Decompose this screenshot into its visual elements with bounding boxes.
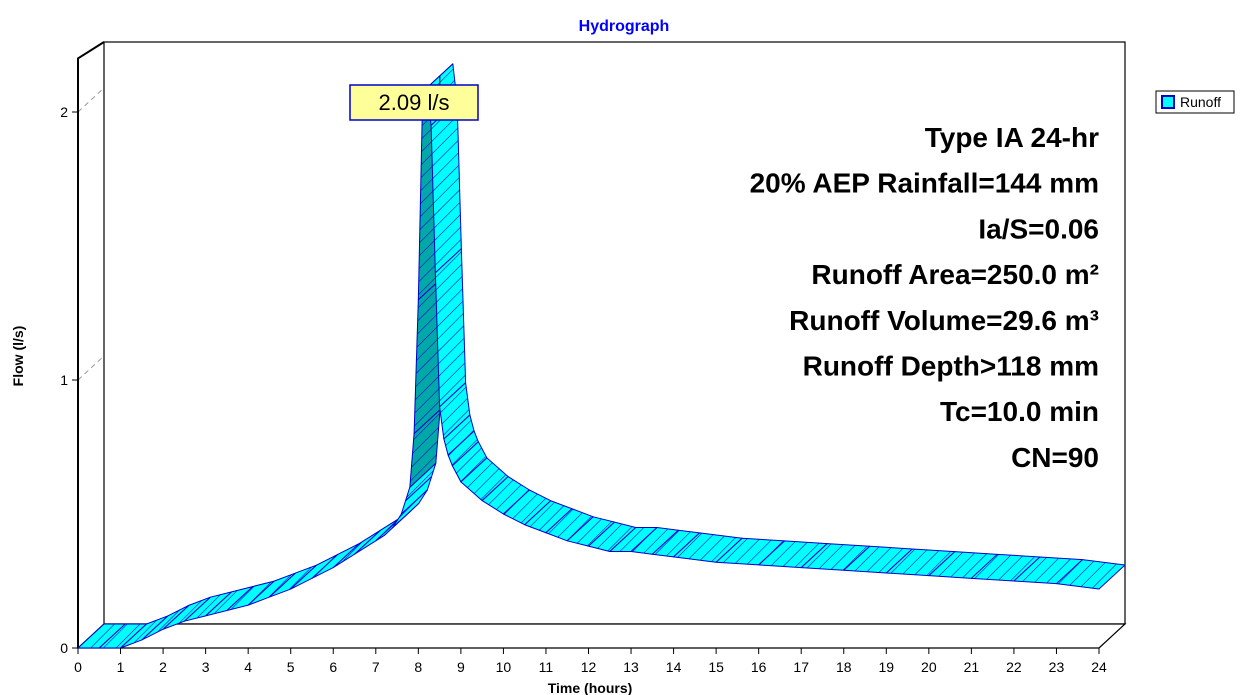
floor: [76, 623, 1127, 649]
series-segment: [430, 100, 462, 274]
legend-swatch-runoff: [1161, 95, 1175, 109]
wall-depth-line: [77, 355, 105, 381]
x-axis-title: Time (hours): [548, 680, 633, 695]
x-tick-label: 15: [708, 659, 724, 675]
tick-labels: 0 1 2 3 4 5 6 7 8 9 10 11 12 13 14 15 16 17 18 19 20 21 22 23 24…: [60, 104, 1107, 675]
series-segment: [434, 248, 467, 408]
x-tick-label: 2: [159, 659, 167, 675]
x-tick-label: 11: [539, 659, 554, 675]
x-tick-label: 22: [1006, 659, 1022, 675]
info-line: CN=90: [1011, 442, 1099, 473]
peak-callout: 2.09 l/s: [349, 75, 479, 121]
x-tick-label: 4: [244, 659, 252, 675]
x-tick-label: 19: [879, 659, 895, 675]
x-tick-label: 0: [74, 659, 82, 675]
x-tick-label: 13: [623, 659, 639, 675]
x-tick-label: 1: [117, 659, 125, 675]
wall-depth-line: [77, 87, 105, 113]
x-tick-label: 8: [414, 659, 422, 675]
x-tick-label: 20: [921, 659, 937, 675]
info-line: Ia/S=0.06: [978, 213, 1099, 244]
legend-label-runoff: Runoff: [1180, 94, 1221, 110]
y-tick-label: 1: [60, 372, 68, 388]
x-tick-label: 23: [1049, 659, 1065, 675]
x-tick-label: 5: [287, 659, 295, 675]
info-line: Runoff Depth>118 mm: [803, 351, 1099, 382]
legend-box: [1155, 90, 1235, 114]
series-runoff: [77, 63, 1126, 649]
x-tick-label: 7: [372, 659, 380, 675]
info-line: Type IA 24-hr: [925, 122, 1099, 153]
x-tick-label: 24: [1091, 659, 1107, 675]
x-tick-label: 3: [202, 659, 210, 675]
legend: Runoff: [1155, 90, 1235, 114]
y-tick-label: 0: [60, 640, 68, 656]
x-tick-label: 14: [666, 659, 682, 675]
info-line: 20% AEP Rainfall=144 mm: [750, 168, 1099, 199]
left-wall-edge: [77, 41, 105, 648]
x-tick-label: 16: [751, 659, 767, 675]
x-tick-label: 18: [836, 659, 852, 675]
info-line: Runoff Area=250.0 m²: [811, 259, 1099, 290]
x-tick-label: 10: [496, 659, 512, 675]
info-annotations: Type IA 24-hr 20% AEP Rainfall=144 mm Ia/S…: [750, 122, 1100, 473]
info-line: Runoff Volume=29.6 m³: [789, 305, 1099, 336]
x-tick-label: 21: [964, 659, 980, 675]
y-axis-title: Flow (l/s): [10, 326, 26, 387]
x-tick-label: 9: [457, 659, 465, 675]
x-tick-label: 6: [329, 659, 337, 675]
chart-title: Hydrograph: [579, 18, 670, 35]
y-tick-label: 2: [60, 104, 68, 120]
info-line: Tc=10.0 min: [940, 396, 1099, 427]
peak-label-box: [349, 84, 479, 121]
x-tick-label: 12: [581, 659, 597, 675]
x-tick-label: 17: [793, 659, 809, 675]
peak-label: 2.09 l/s: [379, 90, 450, 115]
series-segment: [1055, 559, 1126, 590]
